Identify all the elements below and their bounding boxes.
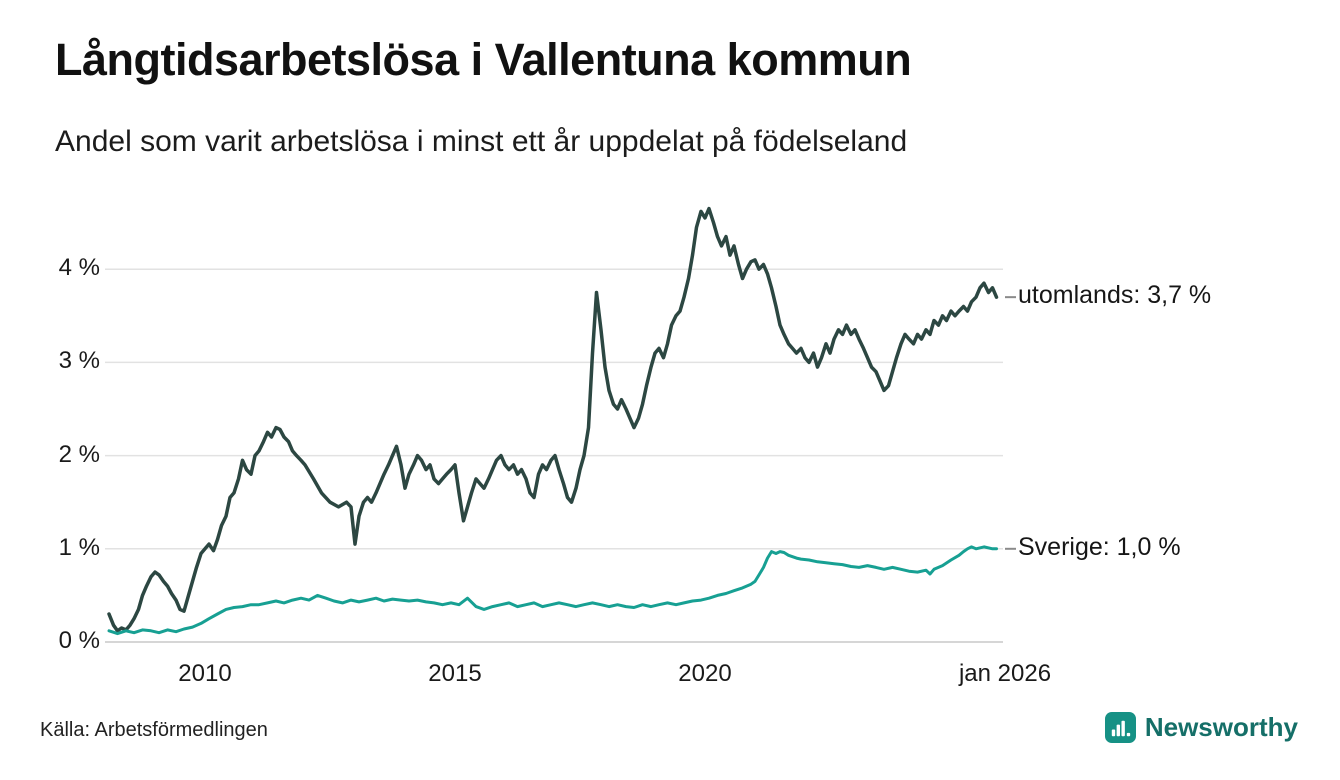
y-axis-label: 3 %: [58, 347, 100, 375]
chart-title: Långtidsarbetslösa i Vallentuna kommun: [55, 34, 912, 85]
series-label-sverige: Sverige: 1,0 %: [1018, 532, 1181, 561]
y-axis-label: 1 %: [58, 533, 100, 561]
source-note: Källa: Arbetsförmedlingen: [40, 719, 268, 741]
newsworthy-wordmark: Newsworthy: [1144, 712, 1298, 742]
series-label-utomlands: utomlands: 3,7 %: [1018, 281, 1212, 310]
x-axis-label: 2020: [678, 660, 732, 687]
y-axis-label: 2 %: [58, 440, 100, 468]
x-axis-label: 2015: [428, 660, 482, 687]
x-axis-label: 2010: [178, 660, 232, 687]
y-axis-label: 0 %: [58, 627, 100, 654]
chart-subtitle: Andel som varit arbetslösa i minst ett å…: [55, 125, 908, 158]
y-axis-label: 4 %: [58, 254, 100, 282]
series-line-utomlands: [107, 206, 999, 633]
newsworthy-icon: [1104, 712, 1136, 743]
x-axis-label: jan 2026: [958, 660, 1052, 687]
newsworthy-logo: Newsworthy: [1104, 712, 1298, 743]
series-line-sverige: [107, 545, 998, 636]
